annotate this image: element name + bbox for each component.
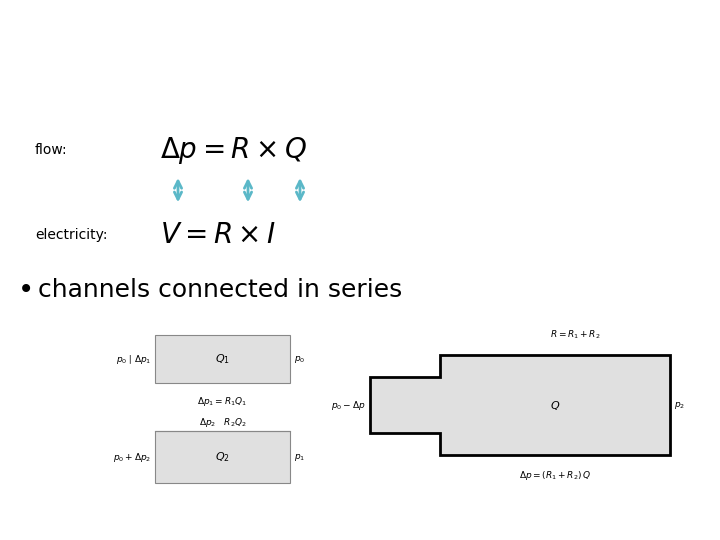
Text: flow:: flow: (35, 143, 68, 157)
Text: $\Delta p = R \times Q$: $\Delta p = R \times Q$ (160, 134, 307, 166)
Text: $R = R_1 + R_2$: $R = R_1 + R_2$ (550, 328, 600, 341)
Text: electricity:: electricity: (35, 228, 107, 242)
Text: $\Delta p_2 \quad R_2 Q_2$: $\Delta p_2 \quad R_2 Q_2$ (199, 416, 246, 429)
Bar (155, 431, 290, 483)
Text: $Q_2$: $Q_2$ (215, 450, 230, 464)
Text: channels connected in series: channels connected in series (38, 278, 402, 302)
Text: $V = R \times I$: $V = R \times I$ (160, 221, 276, 249)
Polygon shape (370, 355, 670, 455)
Bar (155, 335, 290, 383)
Text: $p_0 + \Delta p_2$: $p_0 + \Delta p_2$ (112, 450, 151, 463)
Text: Equivalent circuit theory: Equivalent circuit theory (108, 18, 612, 52)
Text: $Q_1$: $Q_1$ (215, 352, 230, 366)
Text: $\Delta p = (R_1 + R_2)\,Q$: $\Delta p = (R_1 + R_2)\,Q$ (519, 469, 591, 482)
Text: •: • (18, 276, 35, 304)
Text: $p_0 - \Delta p$: $p_0 - \Delta p$ (331, 399, 366, 411)
Text: $Q$: $Q$ (550, 399, 560, 411)
Text: $\Delta p_1 = R_1 Q_1$: $\Delta p_1 = R_1 Q_1$ (197, 395, 248, 408)
Text: $p_0$: $p_0$ (294, 354, 305, 364)
Text: $p_0 \mid \Delta p_1$: $p_0 \mid \Delta p_1$ (116, 353, 151, 366)
Text: $p_1$: $p_1$ (294, 451, 305, 463)
Text: $p_2$: $p_2$ (674, 400, 685, 410)
